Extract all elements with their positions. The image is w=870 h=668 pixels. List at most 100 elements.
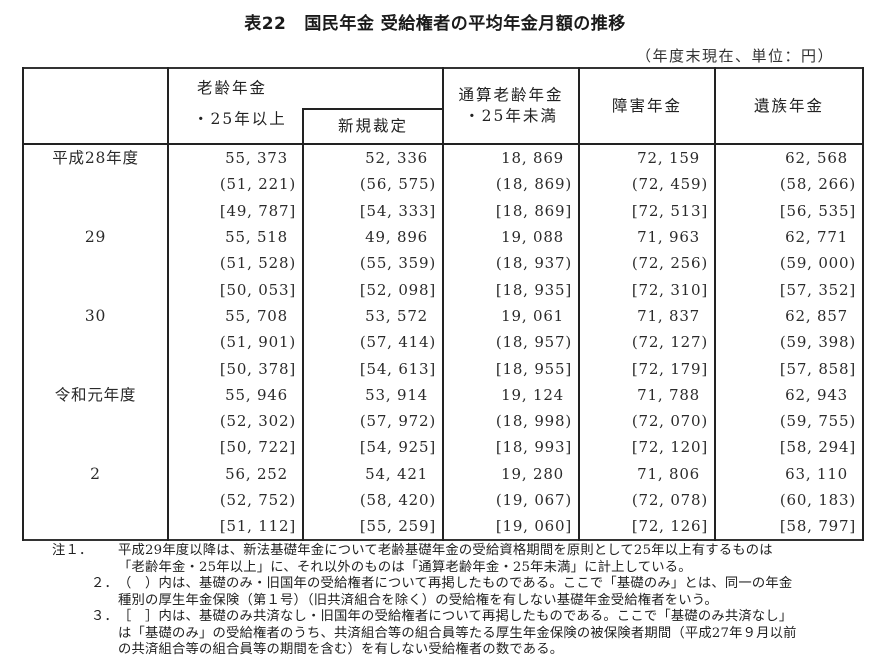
cell-disability: [72, 513] xyxy=(578,197,717,224)
cell-old-age: 55, 518 xyxy=(167,223,304,251)
footnote-3-line-1: ［ ］内は、基礎のみ共済なし・旧国年の受給権者について再掲したものである。ここで… xyxy=(118,609,793,624)
cell-value: 71, 806 xyxy=(637,464,701,483)
cell-value: [72, 179] xyxy=(631,359,709,378)
header-survivor-pension: 遺族年金 xyxy=(714,68,865,144)
cell-disability: 71, 788 xyxy=(578,381,717,408)
cell-disability: 71, 806 xyxy=(578,460,717,487)
cell-value: (18, 937) xyxy=(495,254,573,273)
cell-disability: 71, 963 xyxy=(578,223,717,251)
fiscal-year-blank xyxy=(22,276,169,303)
table-row: (52, 752) (58, 420) (19, 067) (72, 078) (60,… xyxy=(22,486,865,514)
cell-new-award: [54, 613] xyxy=(301,355,445,382)
cell-value: (18, 998) xyxy=(495,412,573,431)
table-row: 2 56, 252 54, 421 19, 280 71, 806 63, 110 xyxy=(22,460,865,487)
header-old-age-line1: 老齢年金 xyxy=(197,79,268,97)
cell-value: [72, 513] xyxy=(631,201,709,220)
cell-new-award: (58, 420) xyxy=(301,486,445,514)
cell-new-award: 53, 914 xyxy=(301,381,445,408)
cell-disability: (72, 078) xyxy=(578,486,717,514)
cell-value: (55, 359) xyxy=(359,254,437,273)
cell-new-award: 54, 421 xyxy=(301,460,445,487)
table-row: (51, 221) (56, 575) (18, 869) (72, 459) (58,… xyxy=(22,171,865,198)
cell-value: 55, 708 xyxy=(225,306,288,325)
pension-average-table: 老齢年金 通算老齢年金 ・25年未満 障害年金 遺族年金 ・25年以上 新規裁定… xyxy=(22,67,865,542)
footnote-1: 注１． 平成29年度以降は、新法基礎年金について老齢基礎年金の受給資格期間を原則… xyxy=(52,543,867,576)
fiscal-year-blank xyxy=(22,355,169,382)
header-tsusan-line1: 通算老齢年金 xyxy=(458,86,564,104)
cell-new-award: [55, 259] xyxy=(301,513,445,541)
fiscal-year-blank xyxy=(22,329,169,356)
cell-survivor: (59, 398) xyxy=(714,329,865,356)
cell-value: 55, 373 xyxy=(225,149,288,168)
fiscal-year-blank xyxy=(22,486,169,514)
cell-value: (56, 575) xyxy=(359,175,437,194)
cell-value: [54, 333] xyxy=(359,201,437,220)
cell-value: 56, 252 xyxy=(225,464,288,483)
cell-old-age: (51, 901) xyxy=(167,329,304,356)
cell-value: [57, 858] xyxy=(779,359,857,378)
cell-value: (19, 067) xyxy=(495,491,573,509)
cell-value: (52, 752) xyxy=(219,491,296,509)
cell-value: 62, 857 xyxy=(785,306,849,325)
cell-tsusan: [19, 060] xyxy=(442,513,581,541)
footnote-3-label: ３． xyxy=(91,609,118,624)
cell-value: 53, 914 xyxy=(365,385,429,404)
fiscal-year-label: 29 xyxy=(22,223,169,251)
cell-tsusan: 19, 061 xyxy=(442,302,581,330)
cell-value: (72, 459) xyxy=(631,175,709,194)
cell-old-age: 55, 708 xyxy=(167,302,304,330)
cell-value: (72, 127) xyxy=(631,333,709,352)
cell-value: [55, 259] xyxy=(359,517,437,536)
table-row: [50, 378] [54, 613] [18, 955] [72, 179] [57,… xyxy=(22,355,865,382)
cell-new-award: (55, 359) xyxy=(301,250,445,277)
cell-tsusan: [18, 993] xyxy=(442,434,581,461)
cell-value: 52, 336 xyxy=(365,149,429,168)
cell-old-age: 55, 946 xyxy=(167,381,304,408)
cell-value: [19, 060] xyxy=(495,517,573,536)
cell-value: 55, 518 xyxy=(225,228,288,247)
fiscal-year-blank xyxy=(22,250,169,277)
cell-value: 71, 837 xyxy=(637,306,701,325)
cell-value: (60, 183) xyxy=(779,491,857,509)
cell-value: [18, 955] xyxy=(495,359,573,378)
cell-value: (72, 070) xyxy=(631,412,709,431)
cell-survivor: 62, 771 xyxy=(714,223,865,251)
cell-value: [50, 378] xyxy=(219,359,296,378)
cell-value: 54, 421 xyxy=(365,464,429,483)
cell-disability: [72, 179] xyxy=(578,355,717,382)
cell-value: [72, 120] xyxy=(631,438,709,457)
cell-value: [50, 722] xyxy=(219,438,296,457)
cell-survivor: [58, 797] xyxy=(714,513,865,541)
table-row: 平成28年度 55, 373 52, 336 18, 869 72, 159 62, 56… xyxy=(22,144,865,172)
cell-value: [56, 535] xyxy=(779,201,857,220)
table-row: [50, 722] [54, 925] [18, 993] [72, 120] [58,… xyxy=(22,434,865,461)
cell-value: 49, 896 xyxy=(365,228,429,247)
cell-value: (59, 755) xyxy=(779,412,857,431)
cell-value: [50, 053] xyxy=(219,280,296,299)
cell-value: (18, 957) xyxy=(495,333,573,352)
cell-value: [52, 098] xyxy=(359,280,437,299)
table-row: 令和元年度 55, 946 53, 914 19, 124 71, 788 62, 943 xyxy=(22,381,865,408)
cell-old-age: [50, 378] xyxy=(167,355,304,382)
cell-value: [49, 787] xyxy=(219,201,296,220)
cell-value: [57, 352] xyxy=(779,280,857,299)
cell-old-age: (52, 302) xyxy=(167,407,304,435)
fiscal-year-label: 令和元年度 xyxy=(22,381,169,408)
cell-new-award: (57, 972) xyxy=(301,407,445,435)
header-old-age-line2: ・25年以上 xyxy=(193,110,287,128)
cell-survivor: [57, 352] xyxy=(714,276,865,303)
cell-survivor: [56, 535] xyxy=(714,197,865,224)
cell-survivor: (59, 755) xyxy=(714,407,865,435)
cell-old-age: [50, 053] xyxy=(167,276,304,303)
header-new-award: 新規裁定 xyxy=(301,108,445,145)
table-row: (52, 302) (57, 972) (18, 998) (72, 070) (59,… xyxy=(22,407,865,435)
cell-disability: (72, 459) xyxy=(578,171,717,198)
cell-value: [18, 935] xyxy=(495,280,573,299)
cell-value: (18, 869) xyxy=(495,175,573,194)
cell-tsusan: [18, 935] xyxy=(442,276,581,303)
cell-old-age: 56, 252 xyxy=(167,460,304,487)
cell-new-award: (56, 575) xyxy=(301,171,445,198)
footnote-2-line-1: （ ）内は、基礎のみ・旧国年の受給権者について再掲したものである。ここで「基礎の… xyxy=(118,576,793,591)
cell-value: [58, 294] xyxy=(779,438,857,457)
cell-value: (72, 256) xyxy=(631,254,709,273)
